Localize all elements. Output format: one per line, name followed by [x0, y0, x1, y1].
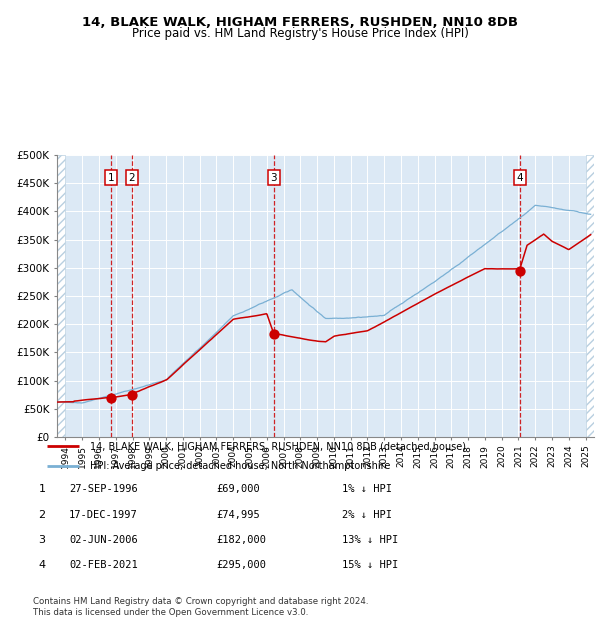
Text: £295,000: £295,000: [216, 560, 266, 570]
Text: Price paid vs. HM Land Registry's House Price Index (HPI): Price paid vs. HM Land Registry's House …: [131, 27, 469, 40]
Text: 3: 3: [38, 535, 46, 545]
Text: 13% ↓ HPI: 13% ↓ HPI: [342, 535, 398, 545]
Text: 1% ↓ HPI: 1% ↓ HPI: [342, 484, 392, 494]
Text: 2% ↓ HPI: 2% ↓ HPI: [342, 510, 392, 520]
Text: 27-SEP-1996: 27-SEP-1996: [69, 484, 138, 494]
Text: 2: 2: [38, 510, 46, 520]
Text: 02-JUN-2006: 02-JUN-2006: [69, 535, 138, 545]
Text: 17-DEC-1997: 17-DEC-1997: [69, 510, 138, 520]
Text: £69,000: £69,000: [216, 484, 260, 494]
Text: HPI: Average price, detached house, North Northamptonshire: HPI: Average price, detached house, Nort…: [89, 461, 390, 471]
Point: [127, 390, 137, 400]
Text: Contains HM Land Registry data © Crown copyright and database right 2024.
This d: Contains HM Land Registry data © Crown c…: [33, 598, 368, 617]
Text: 14, BLAKE WALK, HIGHAM FERRERS, RUSHDEN, NN10 8DB: 14, BLAKE WALK, HIGHAM FERRERS, RUSHDEN,…: [82, 16, 518, 29]
Text: 2: 2: [128, 172, 135, 182]
Text: £182,000: £182,000: [216, 535, 266, 545]
Text: 02-FEB-2021: 02-FEB-2021: [69, 560, 138, 570]
Text: 3: 3: [271, 172, 277, 182]
Text: 1: 1: [108, 172, 115, 182]
Point: [107, 393, 116, 403]
Point: [515, 266, 525, 276]
Text: 1: 1: [38, 484, 46, 494]
Text: 15% ↓ HPI: 15% ↓ HPI: [342, 560, 398, 570]
Point: [269, 329, 278, 339]
Text: 4: 4: [38, 560, 46, 570]
Text: 14, BLAKE WALK, HIGHAM FERRERS, RUSHDEN, NN10 8DB (detached house): 14, BLAKE WALK, HIGHAM FERRERS, RUSHDEN,…: [89, 441, 466, 451]
Text: 4: 4: [517, 172, 523, 182]
Text: £74,995: £74,995: [216, 510, 260, 520]
